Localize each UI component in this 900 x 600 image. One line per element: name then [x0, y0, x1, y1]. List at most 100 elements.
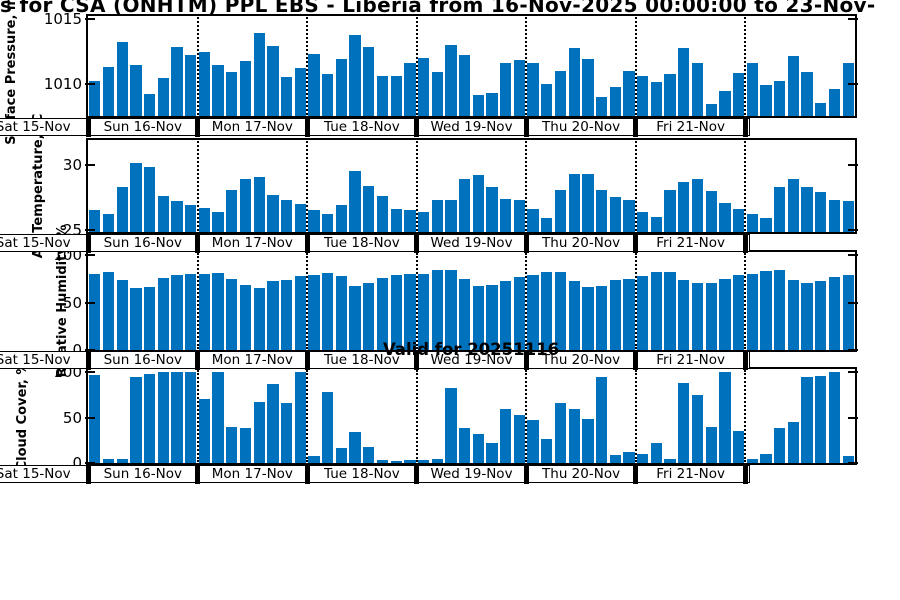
meteogram-bar [130, 163, 142, 232]
meteogram-bar [226, 189, 238, 232]
day-boundary-marker [414, 233, 420, 253]
meteogram-bar [678, 383, 690, 463]
meteogram-bar [595, 189, 608, 232]
day-label: Tue 18-Nov [324, 352, 400, 368]
day-label: Mon 17-Nov [211, 466, 293, 482]
meteogram-bar [472, 285, 484, 350]
day-label: Wed 19-Nov [430, 466, 513, 482]
day-boundary-marker [195, 464, 201, 484]
day-boundary-marker [85, 464, 91, 484]
y-tick-label: 50 [62, 293, 82, 312]
day-gridline [415, 17, 418, 115]
day-gridline [525, 253, 528, 349]
meteogram-bar [637, 75, 649, 116]
day-gridline [415, 253, 418, 349]
meteogram-bar [417, 211, 430, 232]
meteogram-bar [335, 58, 348, 116]
meteogram-bar [760, 271, 772, 350]
meteogram-bar [582, 286, 594, 350]
day-boundary-marker [633, 464, 639, 484]
day-boundary-marker [85, 117, 91, 137]
meteogram-bar [732, 73, 745, 116]
meteogram-bar [376, 75, 389, 116]
y-tick-mark [85, 163, 95, 166]
day-boundary-marker [304, 117, 310, 137]
meteogram-bar [390, 275, 402, 350]
meteogram-bar [554, 272, 567, 350]
meteogram-bar [637, 453, 649, 463]
y-tick-mark [848, 254, 858, 257]
meteogram-bar [431, 270, 443, 350]
meteogram-bar [719, 91, 731, 116]
day-gridline [415, 370, 418, 462]
day-axis-band [0, 351, 751, 369]
meteogram-bar [760, 84, 772, 116]
day-boundary-marker [523, 464, 529, 484]
day-label: Sun 16-Nov [103, 119, 182, 135]
meteogram-bar [568, 48, 580, 116]
day-boundary-marker [742, 233, 748, 253]
meteogram-bar [842, 201, 854, 232]
day-boundary-marker [633, 350, 639, 370]
meteogram-bar [527, 209, 539, 232]
meteogram-bar [459, 428, 471, 463]
meteogram-bar [609, 454, 621, 463]
day-label: Fri 21-Nov [656, 466, 726, 482]
y-tick-label: 50 [62, 408, 82, 427]
meteogram-bar [815, 280, 827, 350]
meteogram-bar [637, 276, 649, 350]
meteogram-bar [212, 372, 224, 463]
meteogram-bar [185, 372, 197, 463]
meteogram-bar [185, 205, 197, 232]
day-label: Fri 21-Nov [656, 119, 726, 135]
meteogram-bar [650, 443, 663, 463]
meteogram-bar [349, 285, 361, 350]
meteogram-bar [431, 200, 443, 232]
meteogram-bar [116, 41, 128, 116]
meteogram-bar [541, 272, 553, 350]
day-boundary-marker [742, 464, 748, 484]
meteogram-bar [102, 214, 115, 232]
day-label: Sat 15-Nov [0, 119, 71, 135]
meteogram-bar [732, 275, 745, 350]
day-boundary-marker [414, 464, 420, 484]
meteogram-bar [787, 179, 799, 232]
day-label: Sun 16-Nov [103, 235, 182, 251]
meteogram-bar [623, 452, 635, 463]
day-label: Sun 16-Nov [103, 466, 182, 482]
meteogram-bar [130, 288, 142, 350]
y-tick-mark [848, 371, 858, 374]
meteogram-bar [787, 56, 799, 116]
y-tick-mark [848, 349, 858, 351]
meteogram-bar [157, 372, 169, 463]
meteogram-bar [89, 80, 101, 116]
meteogram-bar [390, 209, 402, 232]
y-tick-mark [848, 462, 858, 464]
y-tick-mark [85, 82, 95, 85]
meteogram-bar [89, 274, 101, 350]
meteogram-bar [102, 459, 115, 463]
y-tick-mark [85, 17, 95, 20]
meteogram-bar [609, 197, 621, 232]
meteogram-bar [678, 181, 690, 232]
meteogram-bar [89, 210, 101, 232]
day-label: Thu 20-Nov [542, 235, 621, 251]
meteogram-bar [760, 453, 772, 463]
meteogram-bar [185, 54, 197, 116]
y-tick-mark [85, 462, 95, 464]
day-label: Fri 21-Nov [656, 352, 726, 368]
meteogram-bar [705, 104, 717, 116]
meteogram-bar [527, 275, 539, 350]
meteogram-bar [842, 455, 854, 463]
meteogram-bar [294, 372, 306, 463]
meteogram-bar [253, 176, 265, 232]
meteogram-bar [417, 57, 430, 116]
day-gridline [525, 141, 528, 231]
meteogram-bar [280, 77, 293, 116]
meteogram-bar [637, 211, 649, 232]
day-boundary-marker [195, 233, 201, 253]
meteogram-bar [541, 218, 553, 232]
meteogram-bar [294, 276, 306, 350]
y-tick-mark [85, 301, 95, 304]
